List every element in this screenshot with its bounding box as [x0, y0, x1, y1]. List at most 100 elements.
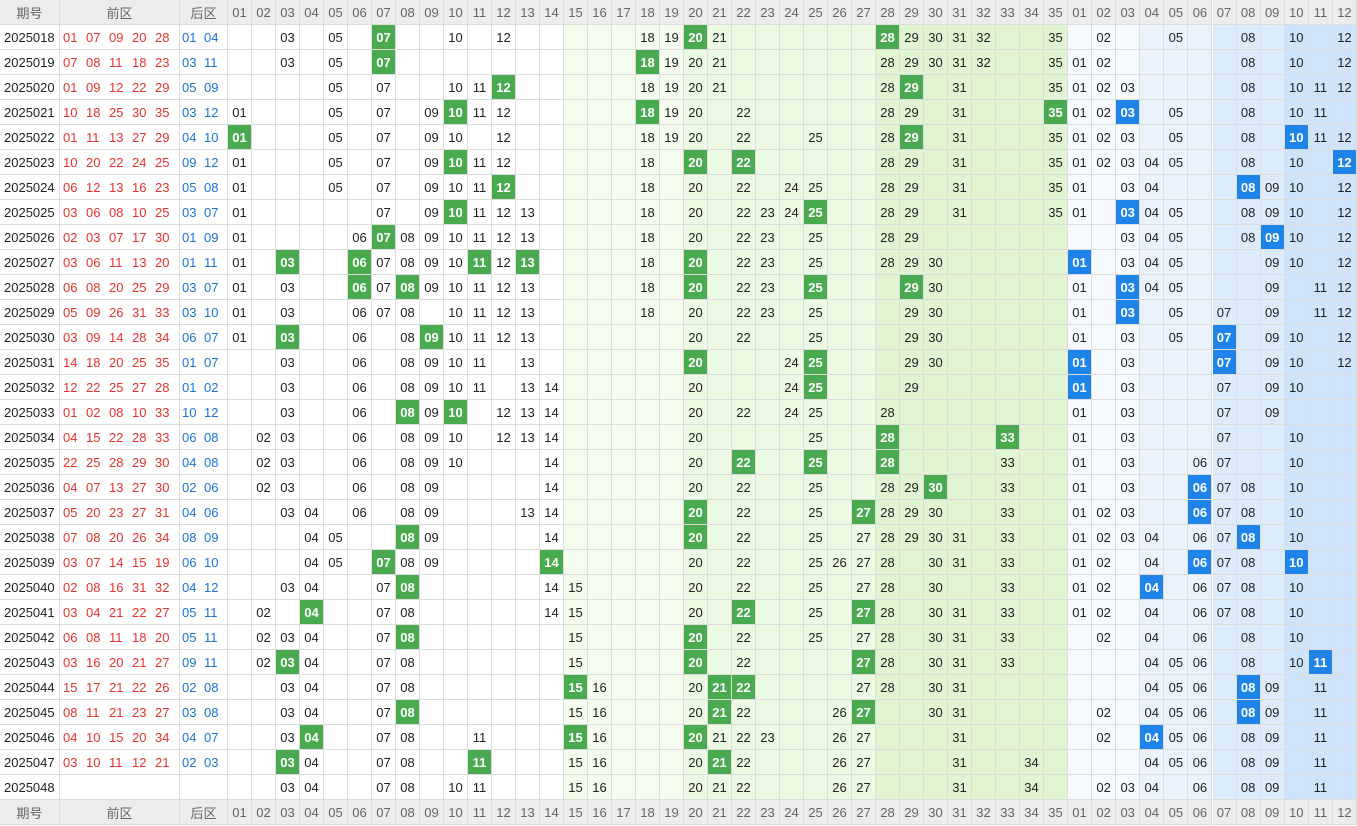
top-header-front-col: 07 — [372, 0, 396, 25]
front-trend-cell: 10 — [444, 425, 468, 450]
front-trend-cell — [828, 125, 852, 150]
front-trend-cell — [468, 625, 492, 650]
front-trend-cell — [588, 175, 612, 200]
back-trend-cell — [1332, 375, 1357, 400]
front-trend-cell — [1020, 475, 1044, 500]
back-trend-cell: 09 — [1260, 300, 1285, 325]
front-trend-cell — [996, 200, 1020, 225]
front-hit-cell: 27 — [852, 650, 876, 675]
back-trend-cell — [1212, 750, 1237, 775]
front-trend-cell: 31 — [948, 200, 972, 225]
front-number: 33 — [155, 304, 170, 320]
back-trend-cell: 05 — [1164, 275, 1189, 300]
front-number: 06 — [63, 279, 78, 295]
front-number: 21 — [109, 604, 124, 620]
front-trend-cell — [804, 100, 828, 125]
front-trend-cell — [516, 475, 540, 500]
back-trend-cell — [1116, 50, 1141, 75]
front-trend-cell — [468, 475, 492, 500]
front-trend-cell — [468, 650, 492, 675]
front-trend-cell — [828, 475, 852, 500]
period-cell: 2025042 — [0, 625, 60, 650]
front-trend-cell: 30 — [924, 625, 948, 650]
front-trend-cell — [828, 500, 852, 525]
front-number: 03 — [63, 654, 78, 670]
front-number: 03 — [86, 229, 101, 245]
front-trend-cell — [612, 225, 636, 250]
front-trend-cell: 13 — [516, 500, 540, 525]
front-trend-cell: 20 — [684, 775, 708, 800]
front-trend-cell: 08 — [396, 675, 420, 700]
front-trend-cell — [540, 750, 564, 775]
back-number: 04 — [182, 504, 197, 520]
front-hit-cell: 08 — [396, 700, 420, 725]
front-trend-cell — [588, 150, 612, 175]
front-trend-cell: 12 — [492, 275, 516, 300]
front-trend-cell — [252, 175, 276, 200]
back-trend-cell: 12 — [1332, 125, 1357, 150]
back-trend-cell — [1116, 25, 1141, 50]
front-trend-cell — [924, 425, 948, 450]
front-trend-cell — [588, 425, 612, 450]
back-trend-cell — [1212, 250, 1237, 275]
front-trend-cell: 20 — [684, 575, 708, 600]
front-trend-cell: 15 — [564, 700, 588, 725]
top-header-front-col: 25 — [804, 0, 828, 25]
front-trend-cell — [924, 450, 948, 475]
front-trend-cell — [588, 300, 612, 325]
front-trend-cell — [900, 625, 924, 650]
front-trend-cell: 03 — [276, 675, 300, 700]
front-trend-cell — [972, 275, 996, 300]
front-trend-cell — [708, 350, 732, 375]
back-trend-cell: 12 — [1332, 225, 1357, 250]
back-numbers-cell: 06 10 — [180, 550, 228, 575]
front-trend-cell: 31 — [948, 175, 972, 200]
front-number: 06 — [63, 179, 78, 195]
back-trend-cell: 12 — [1332, 25, 1357, 50]
back-number: 07 — [204, 204, 219, 220]
top-header-front-col: 27 — [852, 0, 876, 25]
front-trend-cell: 09 — [420, 375, 444, 400]
front-trend-cell: 02 — [252, 475, 276, 500]
back-trend-cell: 03 — [1116, 150, 1141, 175]
front-trend-cell: 18 — [636, 300, 660, 325]
front-trend-cell — [756, 50, 780, 75]
front-trend-cell: 18 — [636, 75, 660, 100]
front-number: 27 — [155, 604, 170, 620]
front-trend-cell — [996, 725, 1020, 750]
front-trend-cell — [756, 600, 780, 625]
front-trend-cell: 11 — [468, 325, 492, 350]
front-trend-cell — [804, 75, 828, 100]
front-numbers-cell: 08 11 21 23 27 — [60, 700, 180, 725]
back-trend-cell — [1188, 300, 1213, 325]
front-trend-cell: 22 — [732, 500, 756, 525]
front-trend-cell — [324, 225, 348, 250]
back-trend-cell: 06 — [1188, 575, 1213, 600]
top-header-front-col: 17 — [612, 0, 636, 25]
back-numbers-cell: 04 10 — [180, 125, 228, 150]
back-numbers-cell: 06 08 — [180, 425, 228, 450]
back-trend-cell: 04 — [1140, 225, 1165, 250]
back-trend-cell: 11 — [1308, 750, 1333, 775]
front-number: 04 — [63, 429, 78, 445]
front-number: 08 — [109, 404, 124, 420]
front-trend-cell — [780, 525, 804, 550]
front-number: 03 — [63, 604, 78, 620]
front-trend-cell — [660, 200, 684, 225]
back-numbers-cell: 04 12 — [180, 575, 228, 600]
back-number: 12 — [204, 404, 219, 420]
front-trend-cell: 22 — [732, 750, 756, 775]
front-trend-cell — [924, 775, 948, 800]
front-trend-cell — [516, 450, 540, 475]
front-trend-cell: 07 — [372, 125, 396, 150]
front-hit-cell: 35 — [1044, 100, 1068, 125]
back-number: 07 — [204, 329, 219, 345]
front-trend-cell — [444, 50, 468, 75]
front-trend-cell — [300, 350, 324, 375]
front-trend-cell: 31 — [948, 775, 972, 800]
top-header-back-col: 11 — [1308, 0, 1333, 25]
front-hit-cell: 29 — [900, 275, 924, 300]
period-cell: 2025040 — [0, 575, 60, 600]
front-trend-cell — [588, 500, 612, 525]
front-trend-cell: 34 — [1020, 750, 1044, 775]
